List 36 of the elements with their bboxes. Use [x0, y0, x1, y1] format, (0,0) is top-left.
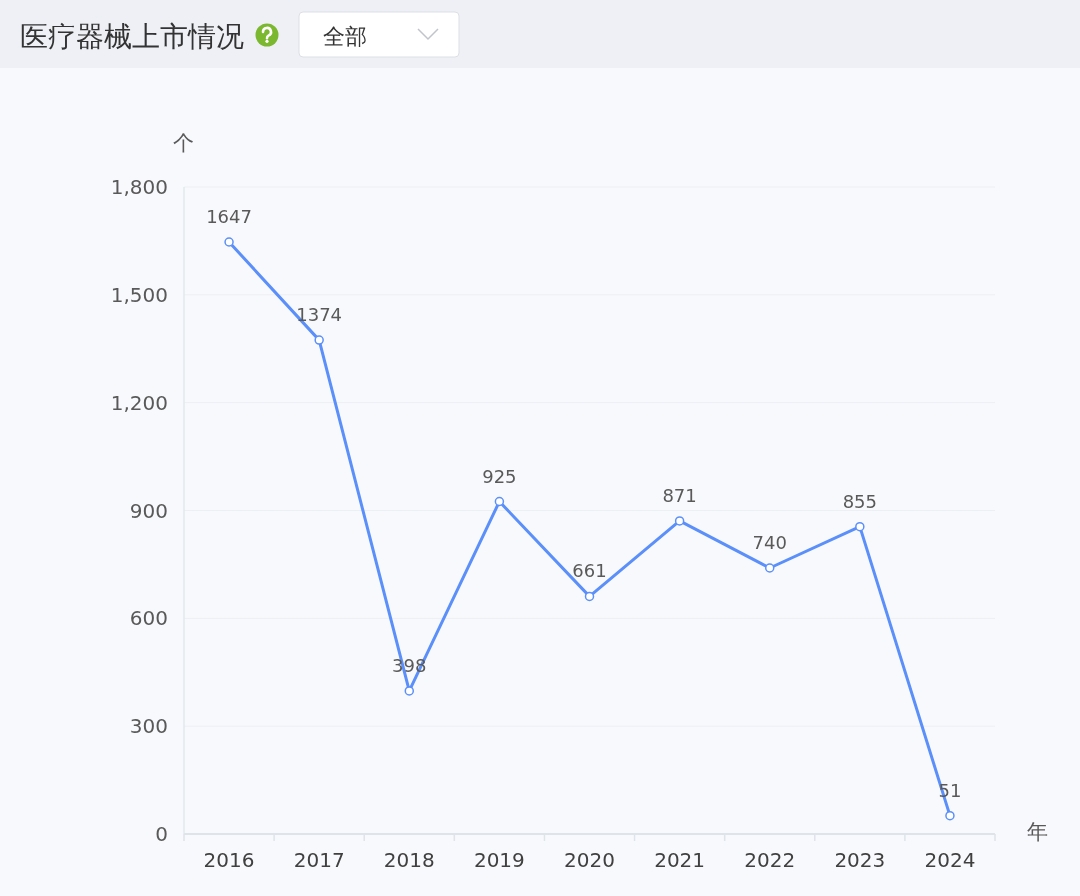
data-label: 1647 [206, 205, 252, 227]
x-tick-label: 2022 [744, 848, 796, 872]
x-tick-label: 2021 [654, 848, 706, 872]
y-tick-label: 1,800 [110, 175, 168, 199]
point [314, 335, 324, 345]
data-label: 855 [842, 490, 878, 512]
data-label: 1374 [296, 304, 343, 326]
y-tick-label: 300 [129, 714, 168, 739]
point [764, 563, 775, 573]
point [404, 686, 415, 696]
point [855, 521, 865, 532]
data-label: 661 [572, 560, 607, 582]
point [674, 516, 685, 526]
data-label: 925 [482, 465, 517, 487]
x-tick-label: 2023 [834, 848, 886, 872]
y-axis-title: 个 [172, 131, 194, 155]
y-tick-label: 0 [155, 822, 168, 846]
dropdown: 全部 [298, 11, 460, 58]
x-tick-label: 2019 [473, 848, 525, 872]
point [494, 496, 505, 507]
x-tick-label: 2020 [564, 848, 615, 872]
y-tick-label: 600 [129, 606, 168, 631]
x-tick-label: 2016 [203, 848, 255, 872]
point [584, 591, 595, 602]
x-tick-label: 2024 [924, 848, 976, 872]
point [945, 810, 955, 821]
y-tick-label: 1,200 [110, 390, 168, 415]
x-tick-label: 2017 [293, 848, 345, 872]
data-label: 871 [662, 484, 697, 506]
x-axis-title: 年 [1026, 820, 1048, 844]
title: 医疗器械上市情况 [20, 20, 244, 52]
point [224, 237, 234, 247]
x-tick-label: 2018 [383, 848, 435, 872]
y-tick-label: 900 [129, 498, 168, 523]
data-label: 740 [752, 532, 787, 554]
y-tick-label: 1,500 [110, 282, 168, 307]
